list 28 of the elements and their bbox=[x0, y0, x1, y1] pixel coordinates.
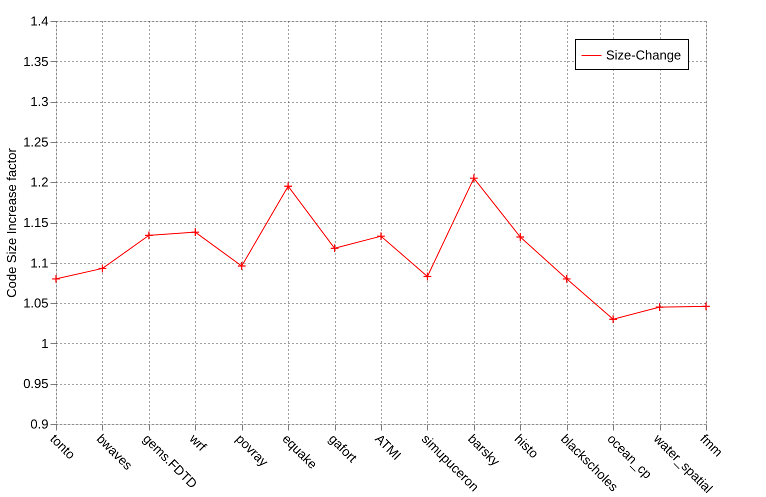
y-tick-label: 1.15 bbox=[23, 215, 48, 230]
y-tick-label: 0.95 bbox=[23, 376, 48, 392]
point bbox=[376, 232, 386, 241]
point bbox=[330, 244, 340, 253]
y-axis-title: Code Size Increase factor bbox=[4, 148, 20, 298]
point bbox=[469, 174, 478, 183]
point bbox=[608, 314, 618, 324]
point bbox=[422, 272, 432, 281]
point bbox=[52, 274, 60, 284]
y-tick-label: 1.1 bbox=[30, 255, 48, 270]
point bbox=[655, 302, 664, 312]
y-tick-label: 1.05 bbox=[23, 296, 48, 311]
point bbox=[284, 182, 293, 191]
point bbox=[516, 232, 525, 242]
point bbox=[144, 230, 154, 240]
point bbox=[190, 228, 200, 237]
y-tick-label: 1.3 bbox=[30, 94, 48, 110]
point bbox=[702, 302, 710, 311]
point bbox=[237, 262, 246, 270]
y-tick-label: 0.9 bbox=[30, 416, 48, 432]
y-tick-label: 1 bbox=[41, 336, 48, 351]
y-tick-label: 1.25 bbox=[23, 134, 48, 150]
point bbox=[562, 274, 572, 284]
point bbox=[98, 264, 107, 273]
y-tick-label: 1.35 bbox=[23, 54, 48, 69]
y-tick-label: 1.2 bbox=[30, 174, 48, 190]
y-tick-label: 1.4 bbox=[30, 14, 48, 28]
legend-label: Size-Change bbox=[606, 48, 682, 62]
